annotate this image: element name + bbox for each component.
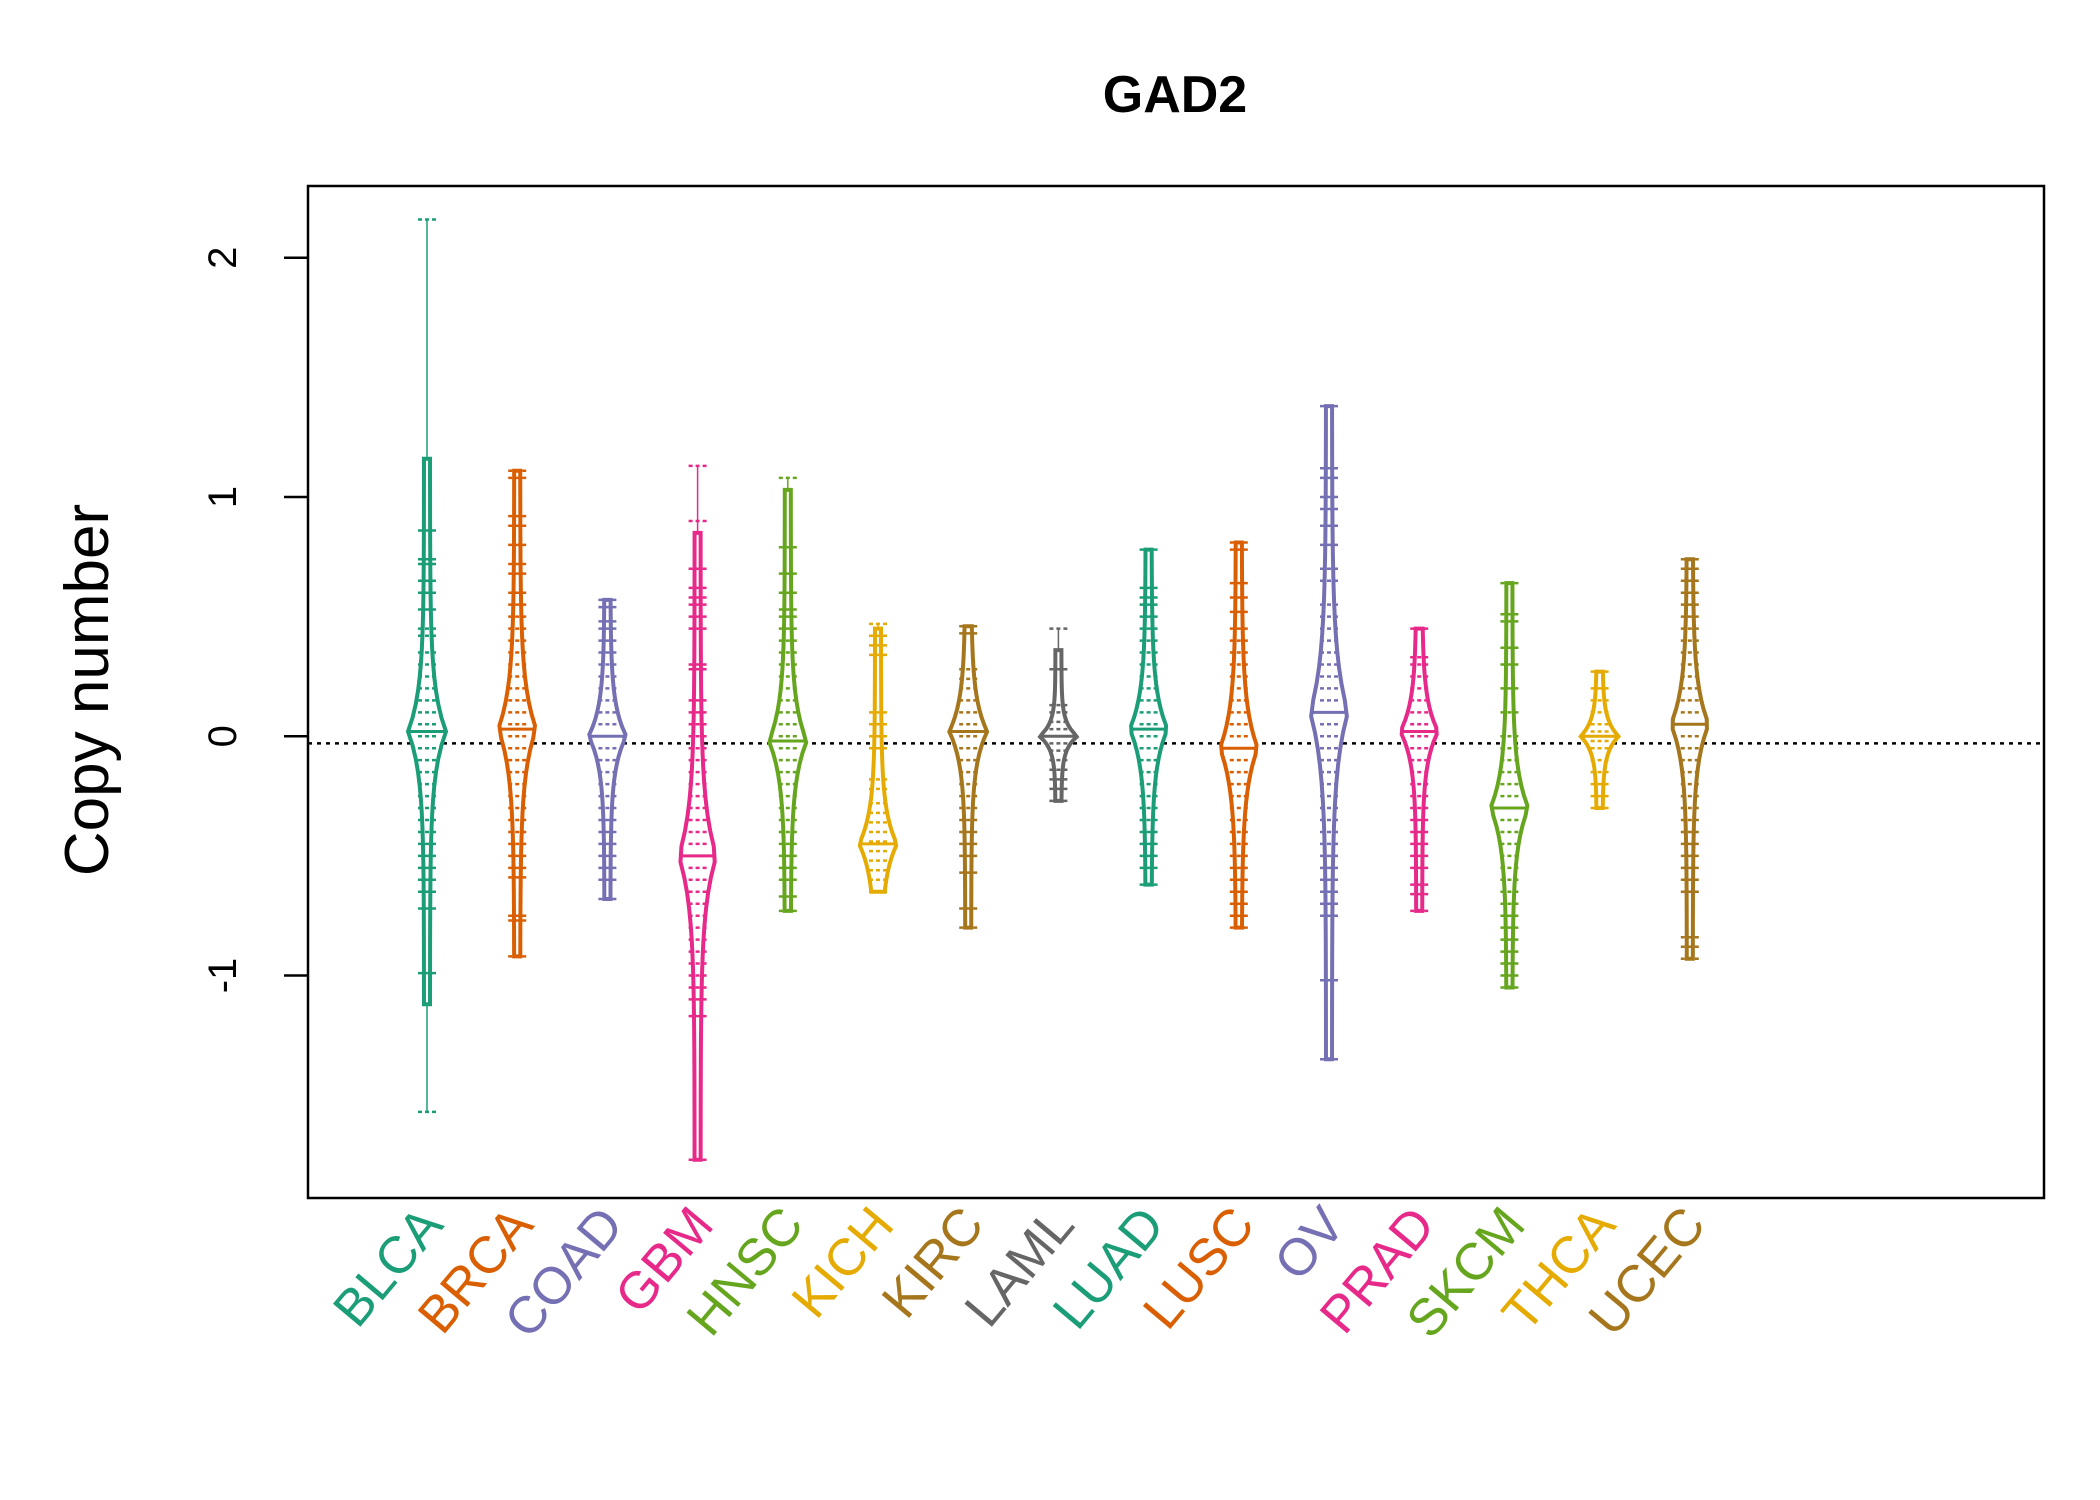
bean-density: [678, 530, 717, 1162]
bean-lusc: [1219, 540, 1259, 930]
bean-kirc: [947, 624, 990, 930]
bean-blca: [405, 218, 449, 1114]
bean-density: [1129, 547, 1169, 887]
plot-area: [308, 218, 2044, 1162]
y-axis: -1 0 1 2: [201, 247, 308, 994]
bean-skcm: [1489, 581, 1530, 990]
bean-thca: [1578, 669, 1622, 811]
bean-coad: [587, 597, 628, 901]
bean-density: [947, 624, 990, 930]
y-tick-label: 2: [201, 247, 245, 269]
plot-frame: [306, 184, 2046, 1200]
bean-density: [1037, 648, 1080, 803]
bean-kich: [857, 622, 899, 894]
y-axis-label: Copy number: [53, 504, 122, 876]
y-tick-label: -1: [201, 958, 245, 994]
bean-hnsc: [767, 476, 809, 913]
x-axis: BLCABRCACOADGBMHNSCKICHKIRCLAMLLUADLUSCO…: [322, 1196, 1717, 1349]
bean-density: [1399, 626, 1439, 913]
chart-title: GAD2: [1103, 66, 1247, 124]
y-tick-label: 1: [201, 486, 245, 508]
bean-laml: [1037, 627, 1080, 803]
bean-brca: [497, 468, 538, 959]
bean-luad: [1129, 547, 1169, 887]
bean-ucec: [1670, 557, 1709, 961]
x-tick-label: KICH: [781, 1196, 905, 1328]
bean-prad: [1399, 626, 1439, 913]
bean-ov: [1309, 404, 1349, 1062]
bean-density: [1309, 404, 1349, 1062]
y-tick-label: 0: [201, 725, 245, 747]
bean-gbm: [678, 464, 717, 1162]
